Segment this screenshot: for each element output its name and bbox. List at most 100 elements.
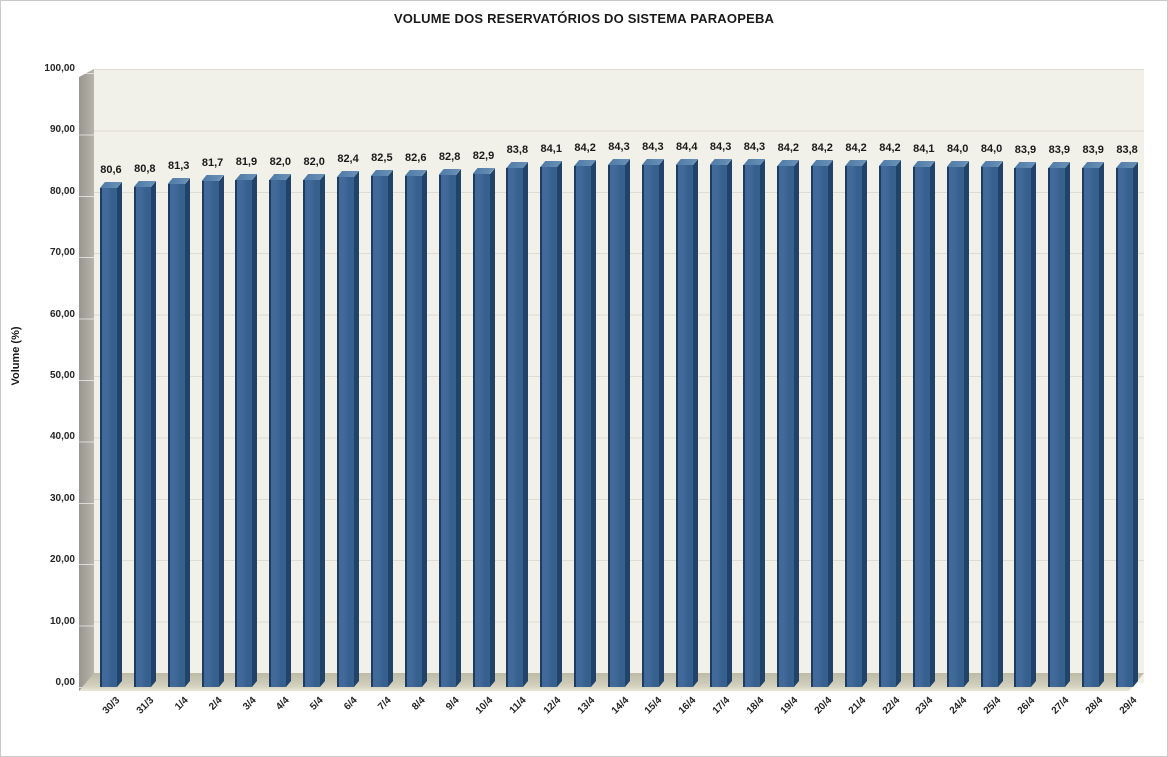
bar-front-face [167,184,185,687]
bar-side-face [625,159,630,687]
bar-top-face [1082,162,1104,168]
x-tick-label: 30/3 [101,695,123,717]
x-tick-label: 23/4 [914,695,936,717]
bar-front-face [743,165,761,687]
bar-top-face [168,178,190,184]
bar-value-label: 84,2 [879,142,901,154]
bar-top-face [439,169,461,175]
bar-front-face [608,165,625,687]
bar-top-face [473,168,495,174]
y-tick-label: 10,00 [49,615,75,627]
bar [912,69,935,687]
bar-top-face [981,161,1003,167]
bar-value-label: 84,4 [676,141,698,153]
y-tick-label: 30,00 [49,492,75,504]
bar-top-face [777,160,799,166]
bar-value-label: 82,0 [269,156,291,168]
bar [404,69,427,687]
bar-value-label: 83,8 [506,144,529,156]
bar-front-face [370,176,388,687]
x-tick-label: 26/4 [1015,695,1038,717]
x-tick-label: 9/4 [443,695,462,713]
x-tick-label: 5/4 [308,695,326,713]
bar-side-face [455,169,461,687]
bar-side-face [862,160,868,687]
bar-front-face [506,168,524,687]
x-tick-label: 25/4 [981,695,1004,717]
bar-side-face [1099,162,1105,687]
bar [506,69,529,687]
bar [743,69,766,687]
y-tick-label: 20,00 [49,554,75,566]
bar [201,69,224,687]
bar-front-face [303,180,321,687]
bar-top-face [303,174,325,180]
y-tick-label: 0,00 [55,677,75,688]
x-tick-label: 4/4 [274,695,293,713]
chart-title: VOLUME DOS RESERVATÓRIOS DO SISTEMA PARA… [393,11,775,26]
bar-top-face [337,171,359,177]
bar-top-face [202,175,224,181]
bar-side-face [794,160,800,687]
bar-side-face [1133,162,1139,687]
bar-top-face [235,174,257,180]
x-tick-label: 27/4 [1049,695,1072,717]
bar-side-face [1065,162,1071,687]
bar [811,69,834,687]
x-tick-label: 6/4 [342,695,360,713]
bar-value-label: 82,6 [405,152,427,164]
bar-top-face [608,159,630,165]
left-wall-3d [79,69,94,691]
bar [99,69,122,687]
bar [574,69,597,687]
x-tick-label: 11/4 [508,695,530,717]
x-tick-label: 16/4 [676,695,699,717]
x-tick-label: 28/4 [1083,695,1105,717]
bar [878,69,901,687]
bar [167,69,190,687]
bar-top-face [574,160,596,166]
bar-front-face [574,166,592,687]
bar-side-face [320,174,326,687]
bar [777,69,800,687]
bar-value-label: 83,9 [1048,144,1071,156]
bar-side-face [184,178,190,687]
bar-front-face [709,165,727,687]
x-tick-label: 29/4 [1117,695,1139,717]
bar-side-face [929,161,935,687]
x-tick-label: 24/4 [947,695,970,717]
bar-front-face [777,166,795,687]
x-tick-label: 15/4 [643,695,665,717]
bar-side-face [489,168,495,687]
bar-front-face [1116,168,1134,687]
bar [472,69,495,687]
bar-front-face [404,176,422,687]
bar-side-face [523,162,529,687]
y-tick-label: 40,00 [49,431,75,443]
y-tick-label: 100,00 [44,63,75,74]
bar-top-face [879,160,901,166]
bar-value-label: 84,2 [574,142,596,154]
bar-side-face [286,174,292,687]
bar-side-face [997,161,1003,687]
bar [133,69,156,687]
x-tick-label: 18/4 [744,695,767,717]
bar-front-face [811,166,829,687]
bar [980,69,1003,687]
bar-top-face [506,162,528,168]
x-tick-label: 20/4 [812,695,835,717]
bar-front-face [1048,168,1066,687]
y-tick-label: 90,00 [49,124,75,136]
bar-value-label: 84,1 [913,143,935,155]
bar-top-face [540,161,562,167]
x-tick-label: 2/4 [206,695,225,713]
bar-value-label: 83,9 [1014,144,1037,156]
bar-front-face [472,174,490,687]
bar-side-face [591,160,597,687]
bar [1014,69,1037,687]
bar-top-face [269,174,291,180]
bar-side-face [252,174,258,687]
bar-front-face [946,167,964,687]
x-tick-label: 12/4 [541,695,564,717]
bar-front-face [980,167,998,687]
